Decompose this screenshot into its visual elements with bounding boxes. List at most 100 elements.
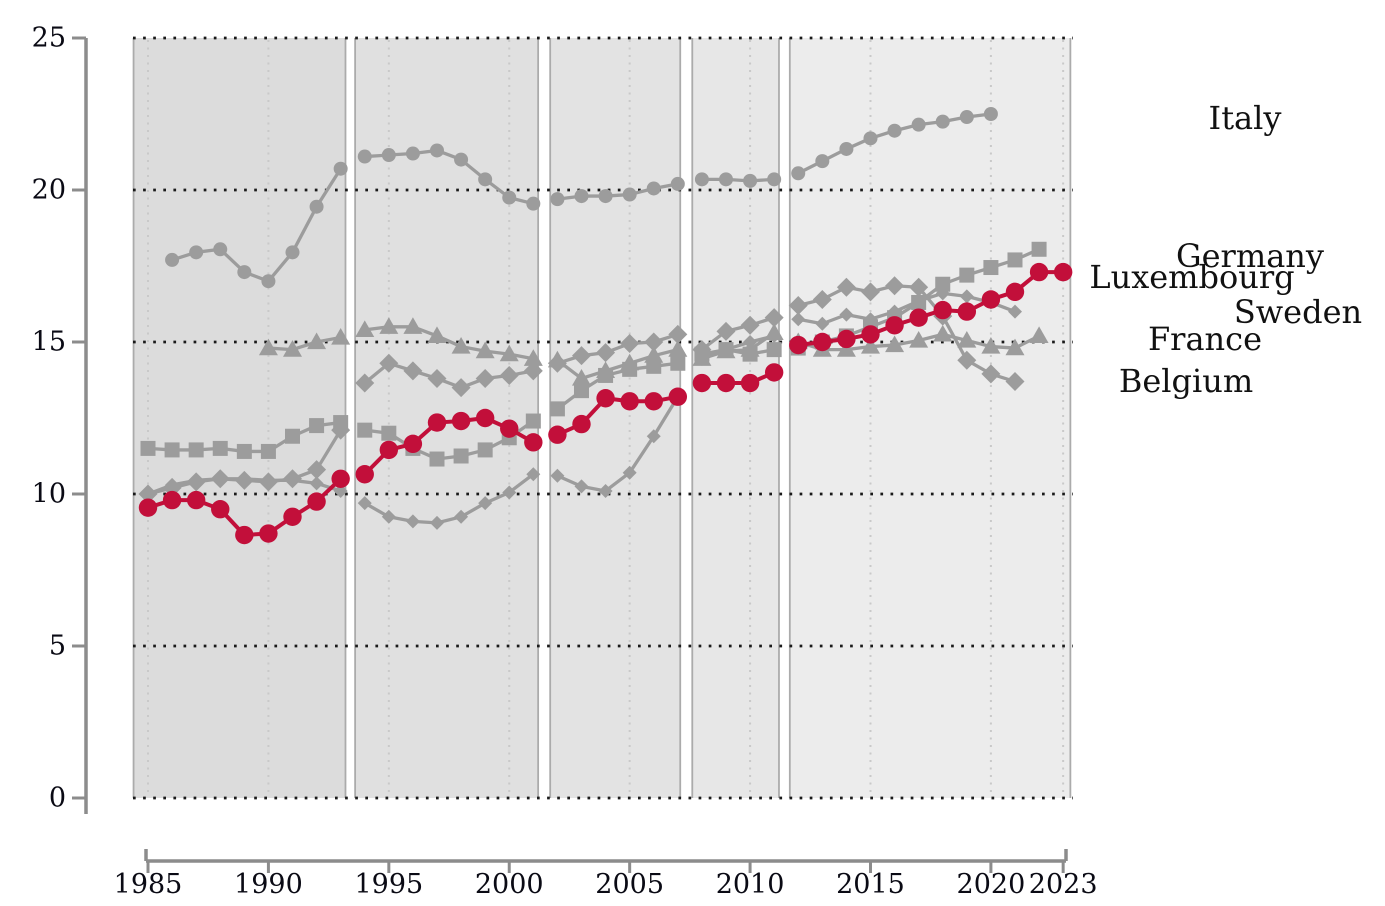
data-point: [646, 429, 661, 444]
data-point: [813, 332, 832, 352]
data-point: [427, 368, 447, 388]
country-label-germany: Germany: [1176, 237, 1324, 275]
era-band: [355, 38, 539, 798]
data-point: [429, 515, 444, 530]
data-point: [1029, 262, 1049, 282]
data-point: [668, 387, 688, 406]
data-point: [909, 308, 928, 327]
y-tick-label: 5: [49, 631, 66, 662]
data-point: [694, 346, 710, 362]
era-bands: [132, 38, 1072, 798]
data-point: [574, 189, 589, 204]
data-point: [861, 325, 880, 344]
era-band: [550, 38, 681, 798]
series-line: [699, 370, 777, 386]
data-point: [646, 358, 662, 374]
data-point: [499, 365, 519, 385]
data-point: [574, 479, 589, 494]
data-point: [261, 274, 276, 289]
data-point: [718, 342, 734, 358]
data-point: [644, 346, 664, 363]
data-point: [258, 472, 278, 492]
data-point: [860, 337, 880, 354]
y-axis: 0 5 10 15 20 25: [32, 23, 88, 814]
era-band: [692, 38, 779, 798]
data-point: [1053, 262, 1073, 282]
data-point: [644, 392, 663, 411]
data-point: [357, 149, 372, 164]
data-point: [186, 472, 206, 492]
data-point: [644, 332, 664, 352]
data-point: [550, 192, 565, 207]
data-point: [620, 334, 640, 354]
data-point: [935, 276, 951, 292]
data-point: [791, 312, 806, 327]
data-point: [598, 483, 613, 498]
data-point: [981, 337, 1001, 354]
data-point: [284, 428, 300, 444]
data-point: [307, 332, 327, 350]
x-tick-label: 2010: [716, 869, 785, 900]
data-point: [478, 496, 493, 511]
data-point: [1005, 338, 1025, 356]
data-point: [740, 373, 760, 393]
data-point: [620, 392, 639, 411]
data-point: [357, 496, 372, 511]
data-point: [957, 350, 977, 370]
data-point: [403, 434, 423, 454]
data-point: [622, 361, 638, 377]
data-point: [475, 341, 495, 359]
data-point: [333, 161, 348, 176]
data-point: [502, 190, 517, 205]
data-point: [957, 302, 977, 321]
data-point: [524, 433, 543, 452]
data-point: [212, 440, 228, 456]
data-point: [911, 117, 926, 132]
data-point: [668, 340, 688, 357]
data-point: [596, 343, 616, 363]
data-point: [694, 172, 709, 187]
data-point: [742, 346, 758, 362]
data-point: [164, 442, 180, 458]
data-point: [307, 492, 326, 511]
data-point: [162, 490, 182, 510]
data-point: [1005, 372, 1025, 392]
data-point: [549, 401, 565, 417]
data-point: [740, 315, 760, 335]
data-point: [670, 355, 686, 371]
data-point: [935, 114, 950, 129]
data-point: [815, 154, 830, 169]
data-point: [282, 469, 302, 489]
data-point: [283, 507, 302, 526]
data-point: [596, 389, 615, 408]
data-point: [788, 296, 808, 316]
data-point: [165, 252, 180, 267]
data-point: [453, 448, 469, 464]
data-point: [210, 469, 230, 489]
data-point: [764, 363, 784, 382]
data-point: [983, 107, 998, 121]
data-point: [427, 413, 447, 432]
data-point: [333, 415, 349, 431]
data-point: [258, 338, 278, 356]
data-point: [598, 189, 613, 204]
data-point: [839, 307, 854, 322]
data-point: [379, 440, 399, 460]
series-sweden: Sweden: [141, 286, 1362, 530]
data-point: [860, 282, 880, 302]
data-point: [959, 267, 975, 283]
data-point: [548, 425, 567, 444]
data-point: [237, 265, 252, 280]
data-point: [839, 141, 854, 156]
y-tick-label: 20: [32, 175, 66, 206]
series-line: [700, 316, 776, 352]
data-point: [959, 289, 974, 304]
data-point: [764, 308, 784, 328]
data-point: [837, 329, 856, 349]
data-point: [454, 509, 469, 524]
data-point: [427, 326, 447, 344]
series-line: [700, 177, 776, 183]
data-point: [670, 176, 685, 191]
data-point: [646, 181, 661, 196]
data-point: [791, 166, 806, 181]
